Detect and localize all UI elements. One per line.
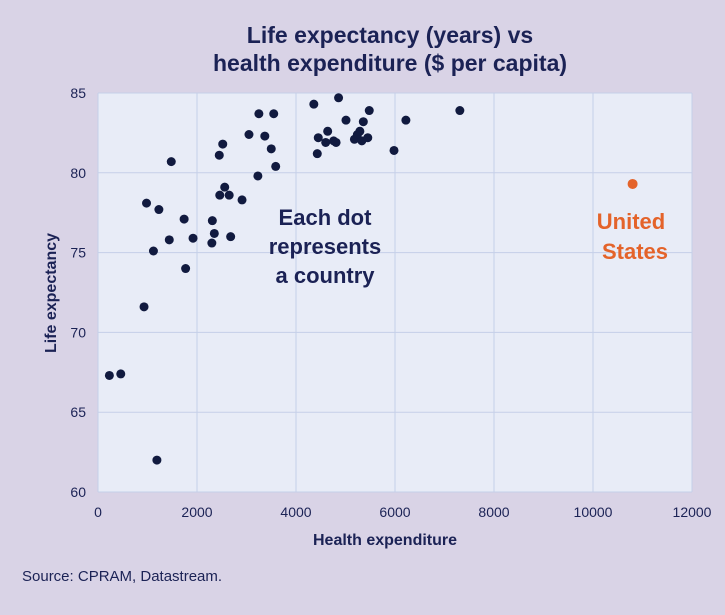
grid-lines bbox=[97, 92, 693, 493]
country-point bbox=[334, 93, 344, 103]
country-point bbox=[269, 109, 279, 119]
chart-title-line-2: health expenditure ($ per capita) bbox=[213, 50, 567, 76]
country-point bbox=[358, 117, 368, 127]
chart-title-line-1: Life expectancy (years) vs bbox=[247, 22, 533, 48]
country-point bbox=[209, 228, 219, 238]
country-point bbox=[148, 246, 158, 256]
country-point bbox=[220, 182, 230, 192]
x-tick-label: 10000 bbox=[574, 504, 613, 520]
us-point bbox=[627, 178, 638, 189]
x-tick-label: 4000 bbox=[280, 504, 311, 520]
country-point bbox=[224, 190, 234, 200]
country-point bbox=[154, 205, 164, 215]
country-point bbox=[355, 126, 365, 136]
country-point bbox=[215, 190, 225, 200]
country-point bbox=[179, 214, 189, 224]
country-point bbox=[207, 216, 217, 226]
us-label-line-2: States bbox=[602, 239, 668, 264]
country-point bbox=[226, 232, 236, 242]
x-tick-label: 2000 bbox=[181, 504, 212, 520]
country-point bbox=[164, 235, 174, 245]
country-point bbox=[271, 161, 281, 171]
country-point bbox=[104, 370, 114, 380]
country-point bbox=[181, 264, 191, 274]
source-note: Source: CPRAM, Datastream. bbox=[22, 568, 223, 585]
x-tick-label: 0 bbox=[94, 504, 102, 520]
x-tick-label: 8000 bbox=[478, 504, 509, 520]
annotation-line-1: Each dot bbox=[279, 205, 373, 230]
country-point bbox=[214, 150, 224, 160]
country-point bbox=[139, 302, 149, 312]
country-point bbox=[364, 106, 374, 116]
country-point bbox=[152, 455, 162, 465]
country-point bbox=[312, 149, 322, 159]
country-point bbox=[341, 115, 351, 125]
axis-ticks: 0 2000 4000 6000 8000 10000 12000 60 65 70 75 80 85 bbox=[70, 85, 711, 520]
x-tick-label: 6000 bbox=[379, 504, 410, 520]
y-axis-label: Life expectancy bbox=[43, 233, 60, 353]
x-tick-label: 12000 bbox=[673, 504, 712, 520]
y-tick-label: 60 bbox=[70, 484, 86, 500]
country-point bbox=[321, 137, 331, 147]
y-tick-label: 65 bbox=[70, 404, 86, 420]
country-point bbox=[313, 133, 323, 143]
us-label-line-1: United bbox=[597, 209, 665, 234]
data-points bbox=[104, 93, 638, 465]
annotation-line-2: represents bbox=[269, 234, 382, 259]
country-point bbox=[142, 198, 152, 208]
annotation-line-3: a country bbox=[275, 263, 375, 288]
country-point bbox=[331, 137, 341, 147]
country-point bbox=[260, 131, 270, 141]
x-axis-label: Health expenditure bbox=[313, 532, 457, 549]
country-point bbox=[266, 144, 276, 154]
country-point bbox=[254, 109, 264, 119]
country-point bbox=[188, 233, 198, 243]
y-tick-label: 80 bbox=[70, 165, 86, 181]
country-point bbox=[207, 238, 217, 248]
country-point bbox=[237, 195, 247, 205]
y-tick-label: 70 bbox=[70, 324, 86, 340]
country-point bbox=[455, 106, 465, 116]
country-point bbox=[323, 126, 333, 136]
country-point bbox=[244, 129, 254, 139]
country-point bbox=[218, 139, 228, 149]
country-point bbox=[363, 133, 373, 143]
country-point bbox=[116, 369, 126, 379]
y-tick-label: 75 bbox=[70, 245, 86, 261]
y-tick-label: 85 bbox=[70, 85, 86, 101]
country-point bbox=[309, 99, 319, 109]
country-point bbox=[389, 145, 399, 155]
country-point bbox=[401, 115, 411, 125]
country-point bbox=[253, 171, 263, 181]
country-point bbox=[166, 157, 176, 167]
